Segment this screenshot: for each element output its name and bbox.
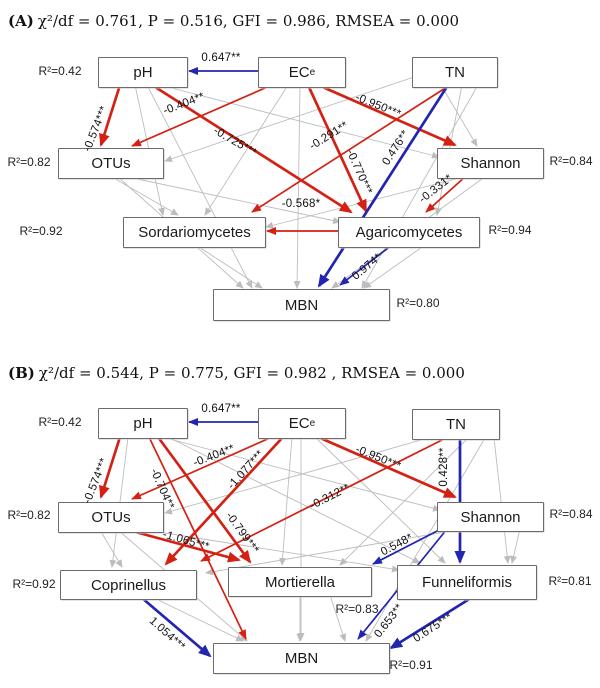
edge-label-ece-ph-b: 0.647** <box>201 403 241 415</box>
panel-a-header: (A) χ²/df = 0.761, P = 0.516, GFI = 0.986… <box>8 12 459 30</box>
r2-otus-b: R²=0.82 <box>7 508 51 522</box>
edge-ph-mbn-b <box>148 436 247 640</box>
r2-sordariomycetes-a: R²=0.92 <box>19 224 63 238</box>
edge-coprinellus-mbn-b <box>141 596 212 658</box>
edge-tn-mbn-a <box>317 84 450 288</box>
panel-b-header: (B) χ²/df = 0.544, P = 0.775, GFI = 0.982… <box>8 364 465 382</box>
box-mbn-a: MBN <box>213 289 390 321</box>
edge-ph-agaricomycetes-a <box>151 83 353 214</box>
box-shannon-b: Shannon <box>437 502 544 532</box>
box-otus-a: OTUs <box>58 148 164 179</box>
box-ece-a: EC e <box>258 57 346 88</box>
r2-shannon-a: R²=0.84 <box>549 154 593 168</box>
r2-mbn-a: R²=0.80 <box>396 296 440 310</box>
r2-coprinellus-b: R²=0.92 <box>12 577 56 591</box>
edge-funneliformis-mbn-b <box>389 596 472 650</box>
panel-a-significant-paths <box>99 67 467 288</box>
edge-ph-otus-a <box>99 84 122 147</box>
box-mbn-b: MBN <box>213 643 390 674</box>
panel-b-fit-stats: χ²/df = 0.544, P = 0.775, GFI = 0.982 , … <box>38 364 465 382</box>
box-tn-a: TN <box>412 57 498 88</box>
edge-label-tn-funneliformis-b: 0.428** <box>438 447 450 487</box>
edge-ece-coprinellus-b <box>164 436 284 566</box>
r2-mbn-b: R²=0.91 <box>389 658 433 672</box>
panel-b-tag: (B) <box>8 364 35 382</box>
edge-otus-mortierella-b <box>127 528 241 563</box>
edge-shannon-mortierella-b <box>372 528 442 565</box>
r2-funneliformis-b: R²=0.81 <box>548 574 592 588</box>
edge-tn-coprinellus-b <box>200 437 447 562</box>
box-ph-a: pH <box>98 57 188 88</box>
panel-b-gray-paths <box>99 436 521 642</box>
box-otus-b: OTUs <box>58 502 164 533</box>
r2-agaricomycetes-a: R²=0.94 <box>488 223 532 237</box>
edge-label-agaricomycetes-sordariomycetes-a: -0.568* <box>281 198 321 210</box>
edge-ece-shannon-a <box>317 83 457 147</box>
panel-a-tag: (A) <box>8 12 34 30</box>
r2-ph-b: R²=0.42 <box>38 415 82 429</box>
r2-mortierella-b: R²=0.83 <box>335 602 379 616</box>
edge-ph-mortierella-b <box>156 436 252 564</box>
box-coprinellus-b: Coprinellus <box>60 570 197 600</box>
box-ph-b: pH <box>98 408 188 439</box>
edge-ph-otus-b <box>99 436 122 499</box>
edge-ece-agaricomycetes-a <box>306 84 368 213</box>
r2-ph-a: R²=0.42 <box>38 64 82 78</box>
panel-b-significant-paths <box>99 418 472 658</box>
edge-label-ece-ph-a: 0.647** <box>201 52 241 64</box>
edge-ece-otus-b <box>131 436 273 500</box>
edge-tn-sordariomycetes-a <box>251 84 451 213</box>
box-ece-b: EC e <box>258 408 346 439</box>
box-agaricomycetes-a: Agaricomycetes <box>338 217 480 248</box>
box-tn-b: TN <box>412 409 500 440</box>
box-sordariomycetes-a: Sordariomycetes <box>123 217 266 248</box>
r2-otus-a: R²=0.82 <box>7 155 51 169</box>
r2-shannon-b: R²=0.84 <box>549 507 593 521</box>
panel-a-fit-stats: χ²/df = 0.761, P = 0.516, GFI = 0.986, R… <box>37 12 460 30</box>
edge-shannon-agaricomycetes-a <box>425 175 467 213</box>
box-mortierella-b: Mortierella <box>228 567 372 597</box>
box-funneliformis-b: Funneliformis <box>397 565 537 600</box>
edge-agaricomycetes-mbn-a <box>339 244 393 286</box>
box-shannon-a: Shannon <box>437 148 544 179</box>
